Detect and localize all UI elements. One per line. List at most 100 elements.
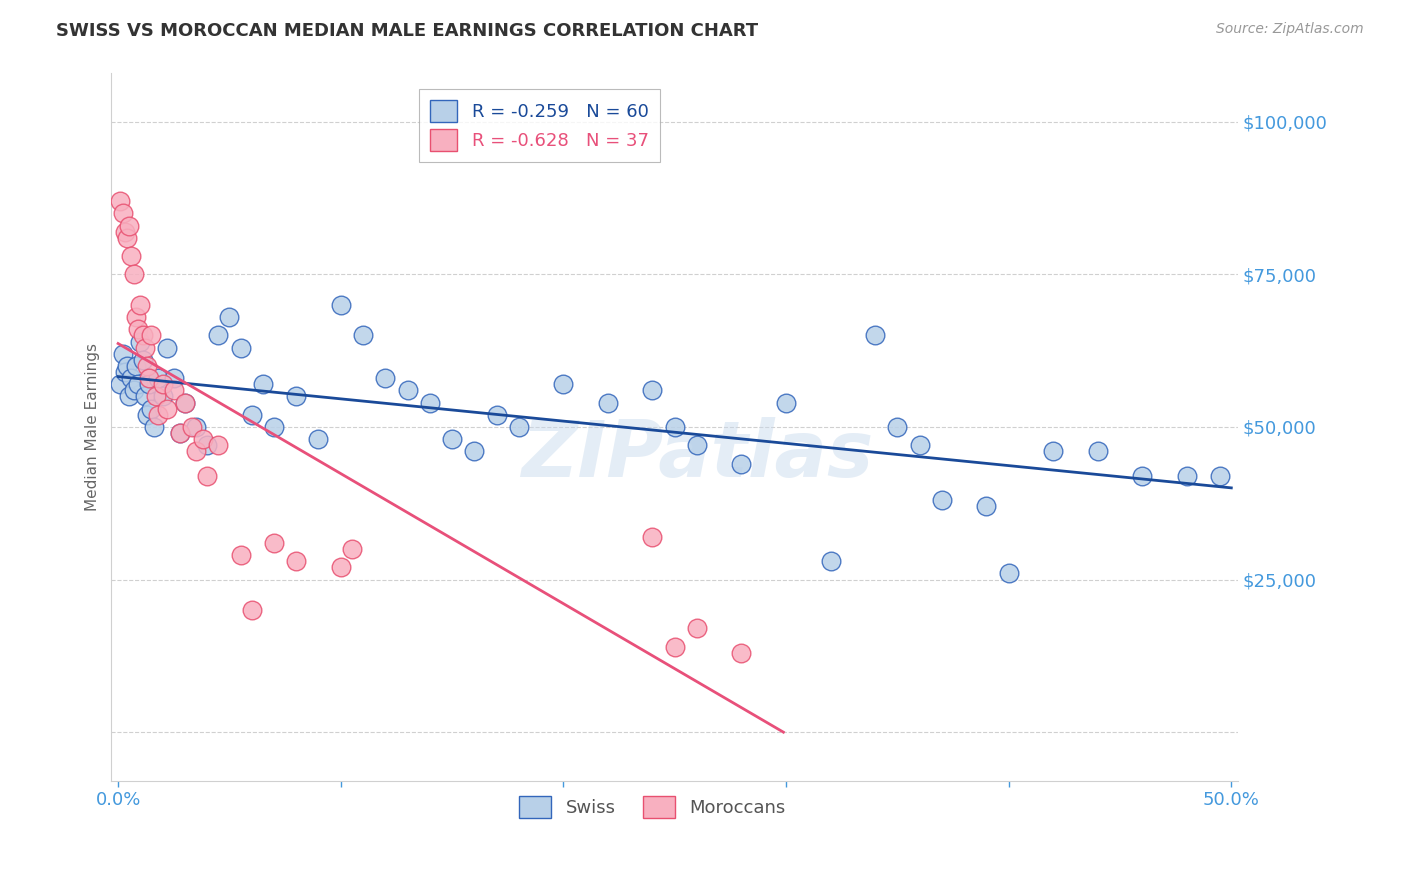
- Point: [207, 328, 229, 343]
- Point: [340, 542, 363, 557]
- Point: [134, 389, 156, 403]
- Point: [252, 377, 274, 392]
- Point: [169, 426, 191, 441]
- Point: [141, 328, 163, 343]
- Text: ZIPatlas: ZIPatlas: [522, 417, 873, 493]
- Point: [120, 371, 142, 385]
- Point: [352, 328, 374, 343]
- Point: [396, 384, 419, 398]
- Point: [134, 341, 156, 355]
- Point: [131, 352, 153, 367]
- Point: [997, 566, 1019, 581]
- Point: [730, 457, 752, 471]
- Point: [686, 621, 709, 635]
- Point: [129, 298, 152, 312]
- Point: [664, 420, 686, 434]
- Point: [118, 219, 141, 233]
- Point: [374, 371, 396, 385]
- Point: [976, 500, 998, 514]
- Point: [141, 401, 163, 416]
- Point: [931, 493, 953, 508]
- Point: [184, 420, 207, 434]
- Point: [114, 225, 136, 239]
- Point: [285, 554, 308, 568]
- Text: Source: ZipAtlas.com: Source: ZipAtlas.com: [1216, 22, 1364, 37]
- Point: [125, 359, 148, 373]
- Point: [596, 395, 619, 409]
- Point: [308, 432, 330, 446]
- Point: [146, 371, 169, 385]
- Point: [441, 432, 464, 446]
- Point: [664, 640, 686, 654]
- Point: [120, 249, 142, 263]
- Point: [263, 420, 285, 434]
- Point: [553, 377, 575, 392]
- Point: [229, 548, 252, 562]
- Point: [127, 322, 149, 336]
- Point: [775, 395, 797, 409]
- Point: [111, 347, 134, 361]
- Point: [263, 536, 285, 550]
- Point: [173, 395, 195, 409]
- Point: [229, 341, 252, 355]
- Point: [419, 395, 441, 409]
- Y-axis label: Median Male Earnings: Median Male Earnings: [86, 343, 100, 511]
- Point: [136, 408, 159, 422]
- Point: [285, 389, 308, 403]
- Point: [686, 438, 709, 452]
- Point: [463, 444, 485, 458]
- Point: [118, 389, 141, 403]
- Point: [131, 328, 153, 343]
- Point: [1175, 468, 1198, 483]
- Point: [173, 395, 195, 409]
- Point: [863, 328, 886, 343]
- Point: [152, 389, 174, 403]
- Point: [127, 377, 149, 392]
- Point: [115, 359, 138, 373]
- Point: [138, 377, 160, 392]
- Point: [908, 438, 931, 452]
- Point: [240, 408, 263, 422]
- Point: [111, 206, 134, 220]
- Point: [136, 359, 159, 373]
- Point: [146, 408, 169, 422]
- Point: [122, 268, 145, 282]
- Point: [114, 365, 136, 379]
- Point: [145, 389, 167, 403]
- Point: [156, 401, 179, 416]
- Point: [641, 384, 664, 398]
- Point: [207, 438, 229, 452]
- Point: [329, 298, 352, 312]
- Point: [169, 426, 191, 441]
- Point: [125, 310, 148, 325]
- Point: [1209, 468, 1232, 483]
- Point: [129, 334, 152, 349]
- Point: [1130, 468, 1153, 483]
- Point: [115, 231, 138, 245]
- Point: [180, 420, 202, 434]
- Point: [110, 194, 132, 209]
- Point: [110, 377, 132, 392]
- Point: [820, 554, 842, 568]
- Point: [163, 384, 186, 398]
- Point: [1042, 444, 1064, 458]
- Point: [218, 310, 240, 325]
- Point: [163, 371, 186, 385]
- Legend: Swiss, Moroccans: Swiss, Moroccans: [512, 789, 793, 825]
- Point: [195, 468, 218, 483]
- Point: [142, 420, 165, 434]
- Point: [1087, 444, 1109, 458]
- Point: [138, 371, 160, 385]
- Point: [191, 432, 214, 446]
- Point: [152, 377, 174, 392]
- Point: [329, 560, 352, 574]
- Point: [730, 646, 752, 660]
- Point: [195, 438, 218, 452]
- Point: [156, 341, 179, 355]
- Point: [122, 384, 145, 398]
- Point: [641, 530, 664, 544]
- Point: [886, 420, 908, 434]
- Text: SWISS VS MOROCCAN MEDIAN MALE EARNINGS CORRELATION CHART: SWISS VS MOROCCAN MEDIAN MALE EARNINGS C…: [56, 22, 758, 40]
- Point: [184, 444, 207, 458]
- Point: [240, 603, 263, 617]
